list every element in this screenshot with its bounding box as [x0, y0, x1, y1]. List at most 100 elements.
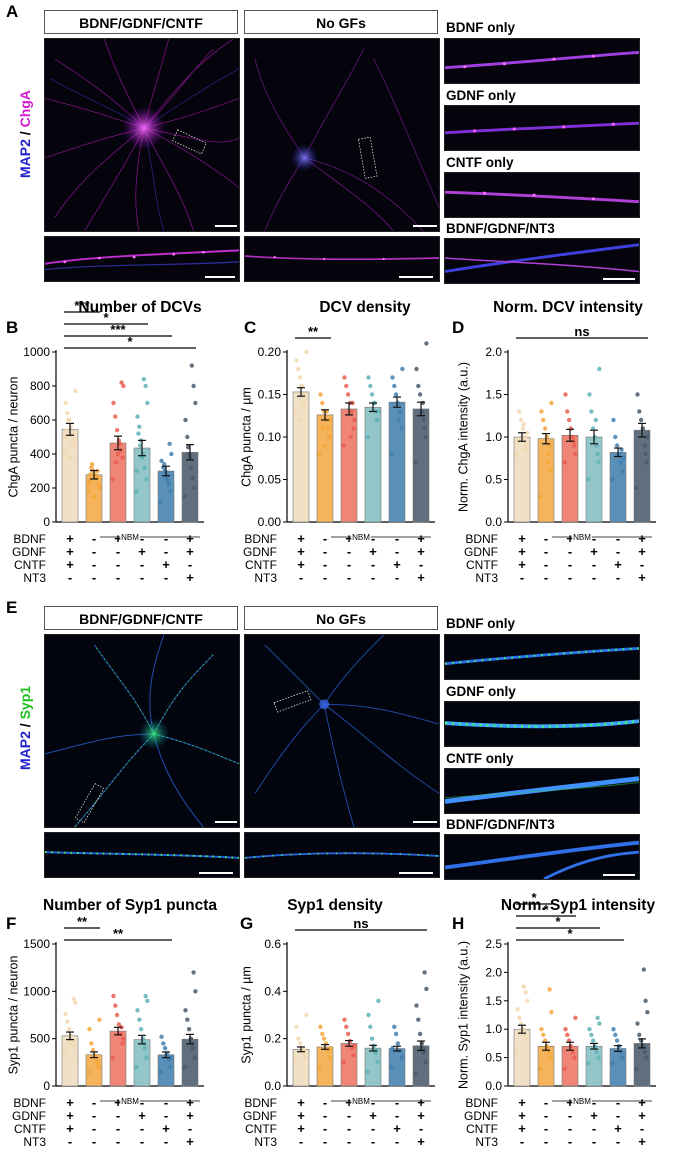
- data-point: [548, 1055, 553, 1060]
- data-point: [297, 1041, 303, 1046]
- data-point: [422, 970, 427, 975]
- data-point: [597, 366, 602, 372]
- condition-symbol: -: [323, 1134, 327, 1149]
- data-point: [318, 1024, 323, 1030]
- condition-symbol: -: [299, 1134, 303, 1149]
- panel-e-header-mid: No GFs: [244, 606, 438, 630]
- condition-symbol: -: [395, 544, 399, 559]
- data-point: [396, 417, 401, 423]
- data-point: [190, 1045, 195, 1051]
- condition-symbol: +: [114, 531, 122, 546]
- condition-symbol: -: [323, 557, 327, 572]
- data-point: [524, 1038, 529, 1043]
- data-point: [342, 1017, 347, 1022]
- y-tick-label: 1.0: [485, 430, 502, 444]
- data-point: [345, 392, 351, 397]
- data-point: [640, 426, 646, 431]
- condition-symbol: +: [590, 1108, 598, 1123]
- data-point: [393, 1031, 399, 1037]
- data-point: [138, 1027, 144, 1032]
- condition-symbol: -: [371, 531, 375, 546]
- data-point: [169, 451, 174, 457]
- condition-symbol: +: [638, 1134, 646, 1149]
- condition-symbol: -: [92, 570, 96, 585]
- condition-symbol: +: [590, 544, 598, 559]
- y-tick-label: 1000: [23, 984, 50, 998]
- data-point: [413, 460, 418, 465]
- bar: [633, 429, 651, 523]
- micrograph-a-bdnf-gdnf-cntf: [44, 38, 240, 232]
- condition-symbol: +: [417, 544, 425, 559]
- label-bdnf-gdnf-nt3-e: BDNF/GDNF/NT3: [446, 817, 555, 832]
- data-point: [158, 499, 163, 504]
- data-point: [538, 494, 543, 499]
- condition-symbol: -: [323, 1095, 327, 1110]
- bar: [340, 408, 358, 523]
- condition-symbol: -: [140, 557, 144, 572]
- chart-title: Number of DCVs: [78, 299, 201, 316]
- condition-symbol: -: [395, 1095, 399, 1110]
- data-point: [522, 1032, 527, 1038]
- condition-symbol: -: [347, 557, 351, 572]
- data-point: [351, 426, 356, 431]
- condition-symbol: -: [568, 1108, 572, 1123]
- y-tick-label: 1500: [23, 937, 50, 951]
- data-point: [62, 448, 67, 453]
- chart-title: Norm. DCV intensity: [493, 299, 643, 316]
- data-point: [328, 417, 333, 423]
- data-point: [352, 417, 357, 423]
- data-point: [423, 1060, 428, 1065]
- condition-symbol: -: [568, 570, 572, 585]
- condition-symbol: +: [186, 1095, 194, 1110]
- condition-symbol: -: [395, 1134, 399, 1149]
- data-point: [144, 477, 149, 482]
- data-point: [68, 1033, 74, 1039]
- condition-symbol: +: [518, 1095, 526, 1110]
- data-point: [645, 434, 650, 440]
- chart-d-norm-dcv-intensity: Norm. DCV intensity Norm. ChgA intensity …: [456, 299, 656, 585]
- bar: [537, 438, 555, 523]
- condition-symbol: -: [116, 544, 120, 559]
- bar: [292, 1049, 310, 1087]
- data-point: [322, 443, 328, 448]
- data-point: [422, 426, 427, 431]
- scale-bar: [215, 225, 237, 227]
- data-point: [72, 438, 77, 443]
- condition-symbol: +: [638, 531, 646, 546]
- y-tick-label: 0.0: [264, 1079, 281, 1093]
- y-axis-label: Norm. Syp1 intensity (a.u.): [456, 941, 470, 1089]
- condition-symbol: -: [164, 1095, 168, 1110]
- condition-symbol: -: [116, 570, 120, 585]
- data-point: [637, 409, 642, 414]
- condition-row-label: GDNF: [12, 545, 46, 559]
- data-point: [643, 451, 648, 457]
- condition-symbol: -: [616, 1095, 620, 1110]
- y-tick-label: 0.5: [485, 473, 502, 487]
- data-point: [91, 494, 97, 499]
- condition-symbol: +: [114, 1095, 122, 1110]
- condition-symbol: -: [395, 531, 399, 546]
- data-point: [376, 998, 381, 1003]
- y-tick-label: 0: [43, 515, 50, 529]
- data-point: [611, 1027, 616, 1032]
- data-point: [421, 1050, 426, 1056]
- condition-symbol: -: [616, 1108, 620, 1123]
- condition-symbol: -: [592, 531, 596, 546]
- significance-label: ns: [574, 324, 589, 339]
- data-point: [517, 409, 522, 414]
- condition-symbol: -: [140, 1121, 144, 1136]
- data-point: [304, 349, 309, 355]
- data-point: [86, 482, 91, 487]
- data-point: [638, 417, 644, 423]
- data-point: [642, 1049, 647, 1055]
- data-point: [162, 462, 167, 467]
- condition-symbol: -: [92, 531, 96, 546]
- zoom-e-bdnf-gdnf-cntf: [44, 832, 240, 878]
- data-point: [71, 996, 76, 1002]
- condition-symbol: +: [369, 544, 377, 559]
- condition-symbol: -: [592, 1095, 596, 1110]
- data-point: [570, 434, 575, 440]
- y-axis-label: ChgA puncta / neuron: [6, 376, 20, 497]
- scale-bar: [205, 276, 235, 278]
- data-point: [634, 485, 639, 491]
